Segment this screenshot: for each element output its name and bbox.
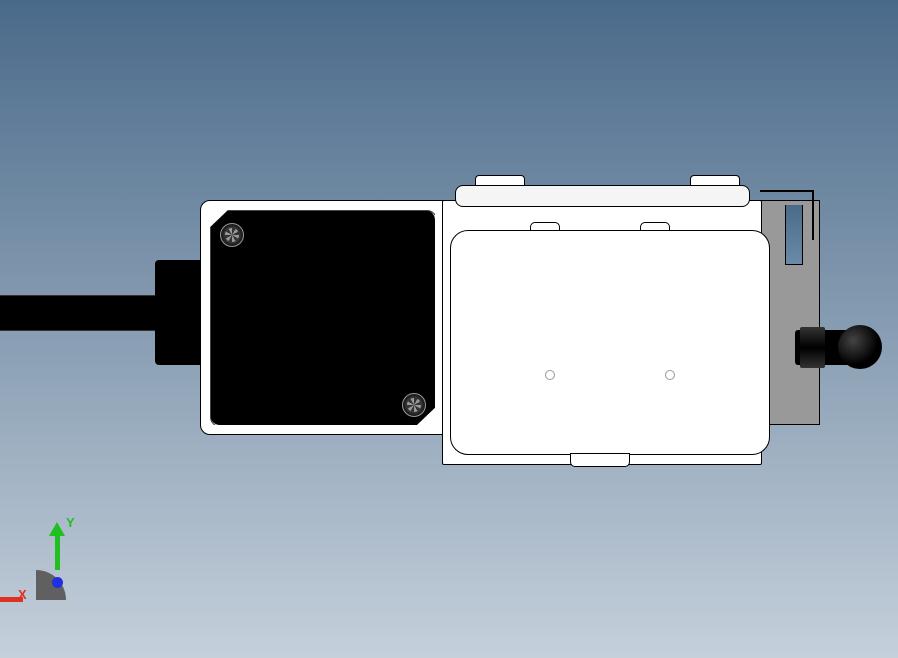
bottom-tab xyxy=(570,453,630,467)
front-panel-part xyxy=(450,230,770,455)
bracket-notch xyxy=(785,205,803,265)
coordinate-triad[interactable]: X Y xyxy=(10,518,100,608)
y-axis-line xyxy=(55,532,60,570)
screw-icon xyxy=(402,393,426,417)
knob-ball-part xyxy=(838,325,882,369)
black-cover-part xyxy=(210,210,435,425)
y-axis-arrow-icon xyxy=(49,522,65,536)
screw-icon xyxy=(220,223,244,247)
cable-part xyxy=(0,295,170,331)
y-axis-label: Y xyxy=(66,515,75,530)
bracket-wire-horizontal xyxy=(760,190,814,192)
cad-model[interactable] xyxy=(0,175,898,465)
x-axis-label: X xyxy=(18,587,27,602)
cad-viewport[interactable]: X Y xyxy=(0,0,898,658)
hole-icon xyxy=(665,370,675,380)
hole-icon xyxy=(545,370,555,380)
top-plate-part xyxy=(455,185,750,207)
z-axis-icon xyxy=(52,577,63,588)
bracket-wire xyxy=(812,190,814,240)
